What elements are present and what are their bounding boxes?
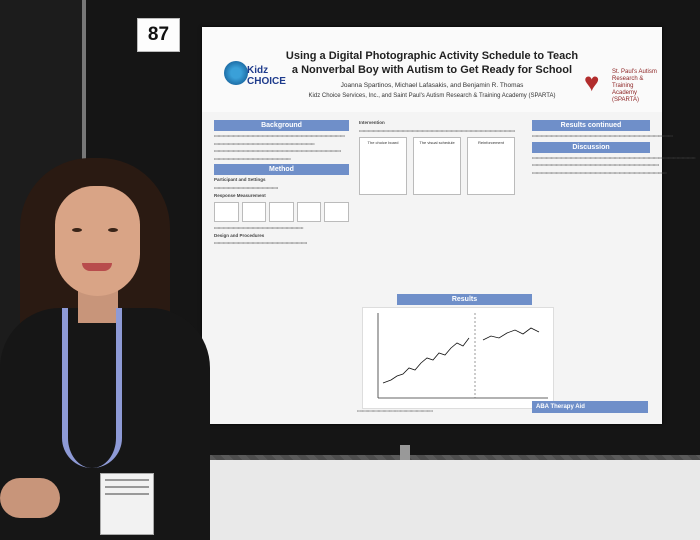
discussion-heading: Discussion: [532, 141, 650, 153]
badge-line: [105, 493, 149, 495]
task-flow: [214, 202, 349, 223]
table: [200, 460, 700, 540]
background-text: ••••••••••••••••••••••••••••••••••••••••…: [214, 134, 345, 138]
results-continued-text: ••••••••••••••••••••••••••••••••••••••••…: [532, 134, 673, 138]
discussion-text-2: ••••••••••••••••••••••••••••••••••••••••…: [532, 163, 660, 168]
sun-icon: [224, 61, 248, 85]
flow-step: [324, 202, 349, 223]
intervention-text: ••••••••••••••••••••••••••••••••••••••••…: [359, 128, 516, 133]
booth-number: 87: [137, 18, 180, 52]
aba-therapy-banner: ABA Therapy Aid: [532, 401, 648, 413]
background-heading: Background: [214, 120, 349, 131]
badge-line: [105, 486, 149, 488]
poster-affiliation: Kidz Choice Services, Inc., and Saint Pa…: [308, 93, 556, 99]
flow-step: [241, 202, 267, 223]
left-eye: [72, 228, 82, 232]
logo-right-text: St. Paul's Autism Research & Training Ac…: [612, 69, 657, 103]
logo-left-text: Kidz CHOICE: [247, 65, 286, 87]
background-text-3: ••••••••••••••••••••••••••••••••••••••••…: [214, 149, 342, 154]
discussion-text: ••••••••••••••••••••••••••••••••••••••••…: [532, 155, 696, 160]
background-text-4: ••••••••••••••••••••••••••••••••••••••••…: [214, 156, 291, 161]
participant-label: Participant and Settings: [214, 177, 266, 183]
figure-caption: ••••••••••••••••••••••••••••••••••••••••…: [357, 409, 433, 413]
choice-board-image: The choice board: [359, 137, 407, 196]
method-heading: Method: [214, 164, 349, 176]
design-label: Design and Procedures: [214, 232, 265, 238]
method-text: ••••••••••••••••••••••••••••••••••••••••…: [214, 226, 304, 231]
schedule-images: The choice board The visual schedule Rei…: [359, 137, 519, 196]
presenter-face: [55, 186, 140, 296]
results-heading: Results: [397, 294, 532, 305]
left-column: Background •••••••••••••••••••••••••••••…: [214, 117, 349, 249]
sparta-logo: ♥ St. Paul's Autism Research & Training …: [582, 67, 657, 107]
reinforcement-image: Reinforcement: [467, 137, 515, 196]
results-continued-heading: Results continued: [532, 120, 650, 131]
lanyard: [62, 308, 122, 468]
heart-icon: ♥: [584, 67, 600, 97]
poster-title: Using a Digital Photographic Activity Sc…: [285, 50, 579, 76]
discussion-text-3: ••••••••••••••••••••••••••••••••••••••••…: [532, 170, 667, 175]
badge-line: [105, 479, 149, 481]
poster: Kidz CHOICE Using a Digital Photographic…: [202, 27, 696, 424]
choice-board-label: The choice board: [367, 140, 399, 146]
presenter-smile: [82, 263, 112, 271]
visual-schedule-image: The visual schedule: [413, 137, 461, 196]
poster-authors: Joanna Spartinos, Michael Lafasakis, and…: [340, 82, 524, 89]
flow-step: [296, 202, 322, 223]
middle-column: Intervention •••••••••••••••••••••••••••…: [359, 117, 519, 199]
presenter-hand: [0, 478, 60, 518]
response-label: Response Measurement: [214, 192, 266, 198]
kidz-choice-logo: Kidz CHOICE: [220, 55, 286, 107]
background-text-2: ••••••••••••••••••••••••••••••••••••••••…: [214, 141, 315, 146]
visual-schedule-label: The visual schedule: [419, 140, 455, 146]
design-text: ••••••••••••••••••••••••••••••••••••••••…: [214, 241, 308, 246]
participant-text: ••••••••••••••••••••••••••••••••••••••••…: [214, 185, 279, 190]
presenter: [0, 158, 210, 540]
intervention-label: Intervention: [359, 120, 385, 125]
reinforcement-label: Reinforcement: [477, 140, 504, 146]
right-eye: [108, 228, 118, 232]
name-badge: [100, 473, 154, 535]
flow-step: [214, 202, 239, 223]
poster-header: Kidz CHOICE Using a Digital Photographic…: [202, 27, 662, 112]
right-column: Results continued ••••••••••••••••••••••…: [532, 117, 696, 178]
results-chart: [362, 307, 554, 409]
flow-step: [269, 202, 294, 223]
